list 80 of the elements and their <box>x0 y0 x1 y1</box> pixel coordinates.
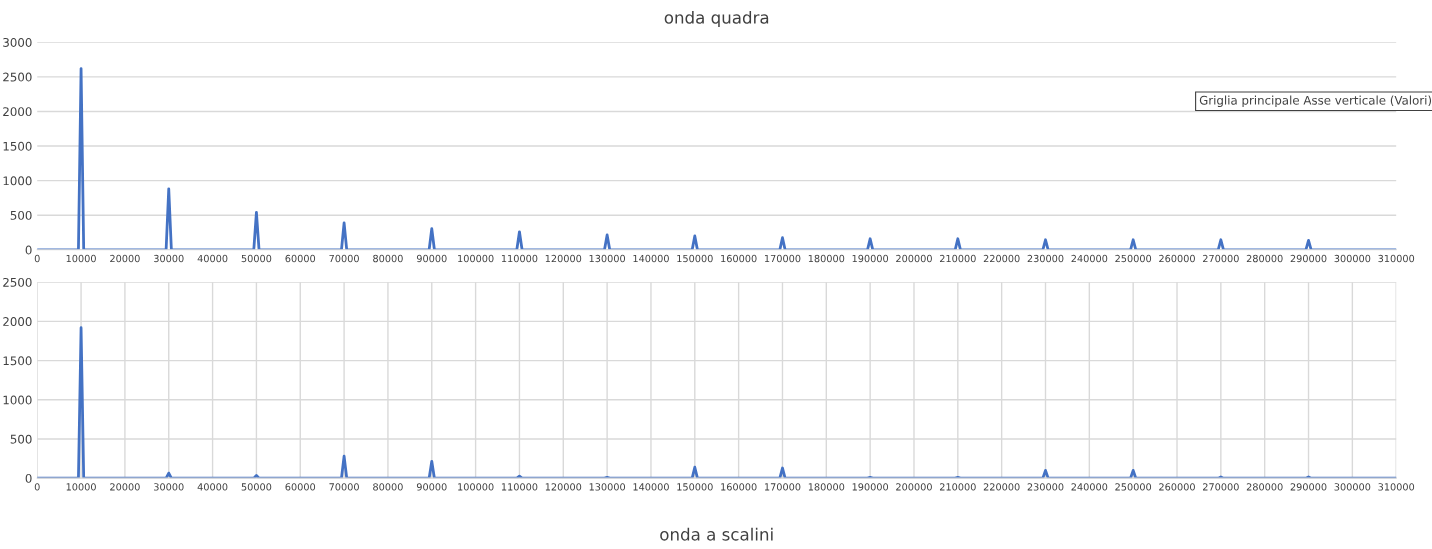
y-tick-label: 1500 <box>3 356 32 366</box>
x-tick-label: 30000 <box>154 254 184 263</box>
x-tick-label: 280000 <box>1246 483 1283 491</box>
y-tick-label: 2500 <box>3 72 32 82</box>
x-tick-label: 270000 <box>1203 483 1239 491</box>
x-tick-label: 230000 <box>1027 483 1064 491</box>
y-tick-label: 1500 <box>3 141 32 151</box>
x-tick-label: 20000 <box>110 483 140 491</box>
x-tick-label: 310000 <box>1378 254 1415 263</box>
y-tick-label: 1000 <box>3 176 32 186</box>
x-tick-label: 290000 <box>1290 254 1327 263</box>
x-tick-label: 160000 <box>721 254 757 263</box>
x-tick-label: 240000 <box>1071 254 1108 263</box>
x-tick-label: 70000 <box>329 254 359 263</box>
x-tick-label: 300000 <box>1334 254 1371 263</box>
x-tick-label: 90000 <box>416 483 447 491</box>
x-tick-label: 210000 <box>939 483 976 491</box>
x-tick-label: 20000 <box>110 254 140 263</box>
x-tick-label: 250000 <box>1115 483 1152 491</box>
x-tick-label: 100000 <box>458 483 494 491</box>
x-tick-label: 10000 <box>66 254 96 263</box>
annotation: Griglia principale Asse verticale (Valori) <box>1199 95 1432 107</box>
x-tick-label: 220000 <box>983 254 1020 263</box>
x-tick-label: 100000 <box>458 254 494 263</box>
y-tick-label: 2000 <box>3 107 32 117</box>
x-tick-label: 150000 <box>677 254 713 263</box>
y-tick-label: 2000 <box>3 317 32 327</box>
x-tick-label: 150000 <box>677 483 713 491</box>
x-tick-label: 10000 <box>66 483 96 491</box>
x-tick-label: 170000 <box>764 254 801 263</box>
x-tick-label: 200000 <box>896 254 932 263</box>
text: onda a scalini <box>660 527 773 541</box>
x-tick-label: 90000 <box>416 254 447 263</box>
x-tick-label: 130000 <box>589 483 626 491</box>
x-tick-label: 50000 <box>241 254 272 263</box>
x-tick-label: 80000 <box>373 483 403 491</box>
x-tick-label: 140000 <box>633 483 669 491</box>
x-tick-label: 60000 <box>285 254 316 263</box>
y-tick-label: 0 <box>25 245 32 255</box>
x-tick-label: 50000 <box>241 483 272 491</box>
x-tick-label: 200000 <box>896 483 932 491</box>
x-tick-label: 270000 <box>1203 254 1239 263</box>
y-tick-label: 1000 <box>3 395 32 405</box>
x-tick-label: 110000 <box>501 254 538 263</box>
x-tick-label: 310000 <box>1378 483 1415 491</box>
x-tick-label: 80000 <box>373 254 403 263</box>
x-tick-label: 190000 <box>852 254 889 263</box>
x-tick-label: 170000 <box>764 483 801 491</box>
x-tick-label: 260000 <box>1159 254 1195 263</box>
y-tick-label: 3000 <box>3 38 32 47</box>
x-tick-label: 230000 <box>1027 254 1064 263</box>
x-tick-label: 300000 <box>1334 483 1371 491</box>
x-tick-label: 180000 <box>808 254 845 263</box>
x-tick-label: 130000 <box>589 254 626 263</box>
x-tick-label: 250000 <box>1115 254 1152 263</box>
x-tick-label: 220000 <box>983 483 1020 491</box>
y-tick-label: 500 <box>10 434 32 444</box>
x-tick-label: 210000 <box>939 254 976 263</box>
x-tick-label: 60000 <box>285 483 316 491</box>
chart-title: onda quadra <box>664 10 769 28</box>
x-tick-label: 160000 <box>721 483 757 491</box>
x-tick-label: 240000 <box>1071 483 1108 491</box>
y-tick-label: 500 <box>10 210 32 220</box>
x-tick-label: 30000 <box>154 483 184 491</box>
x-tick-label: 0 <box>34 483 40 491</box>
x-tick-label: 280000 <box>1246 254 1283 263</box>
x-tick-label: 120000 <box>545 483 582 491</box>
y-tick-label: 0 <box>25 473 32 483</box>
x-tick-label: 40000 <box>197 254 228 263</box>
x-tick-label: 40000 <box>197 483 228 491</box>
x-tick-label: 0 <box>34 254 40 263</box>
x-tick-label: 140000 <box>633 254 669 263</box>
x-tick-label: 70000 <box>329 483 359 491</box>
x-tick-label: 110000 <box>501 483 538 491</box>
x-tick-label: 290000 <box>1290 483 1327 491</box>
x-tick-label: 260000 <box>1159 483 1195 491</box>
x-tick-label: 120000 <box>545 254 582 263</box>
x-tick-label: 180000 <box>808 483 845 491</box>
x-tick-label: 190000 <box>852 483 889 491</box>
y-tick-label: 2500 <box>3 277 32 287</box>
